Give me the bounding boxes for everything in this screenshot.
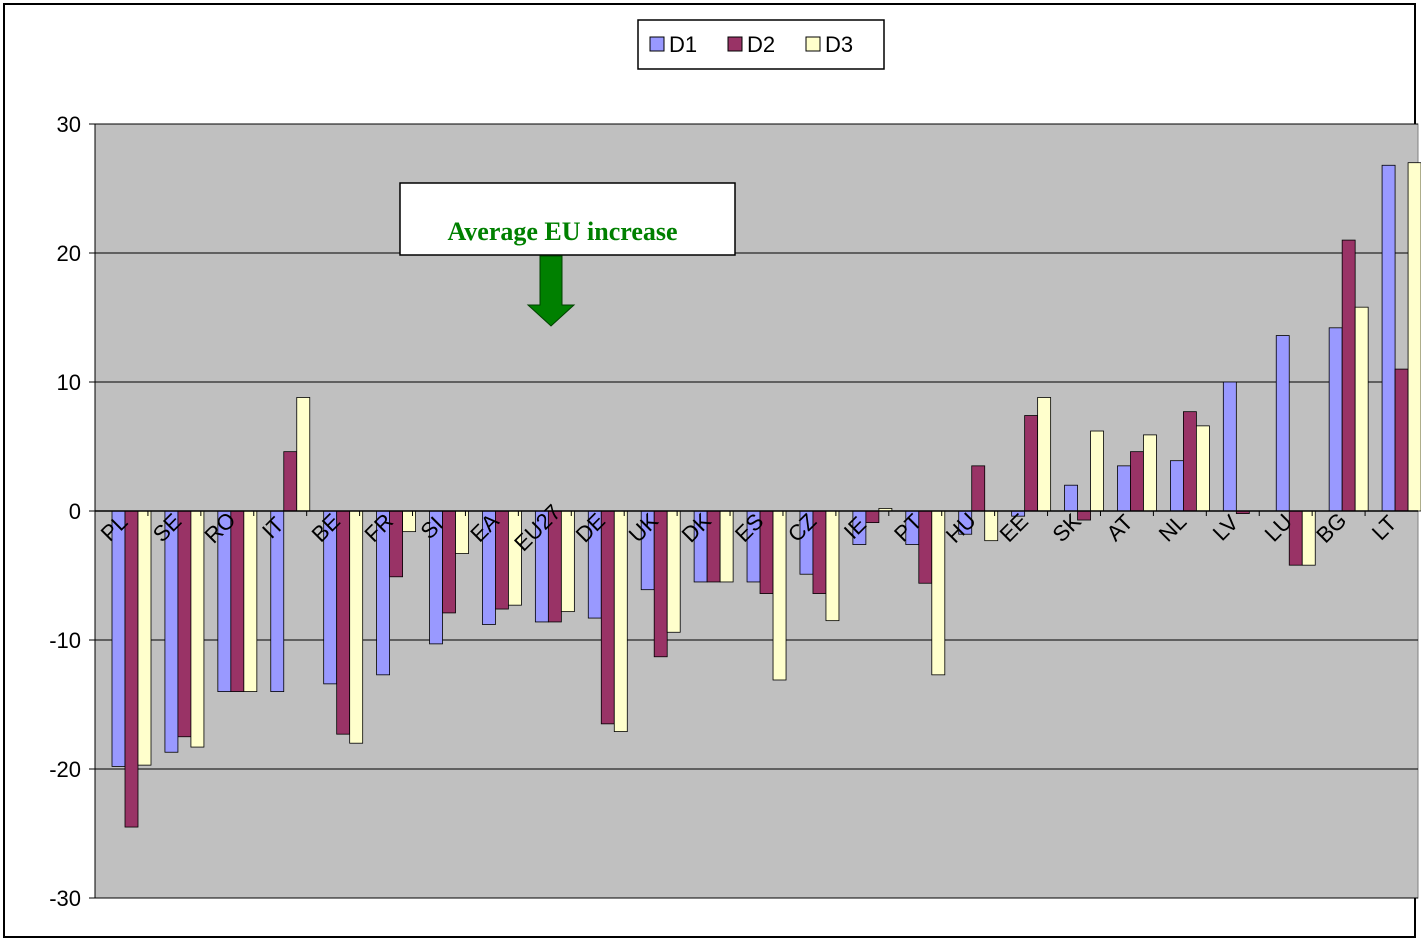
bar-d3 [931, 510, 946, 676]
bar-d3 [1354, 306, 1369, 512]
y-tick-label: -20 [49, 757, 81, 782]
bar-d2 [283, 451, 298, 512]
bar-d3 [1037, 397, 1052, 512]
bar-d1 [1170, 460, 1184, 512]
y-tick-label: 20 [57, 241, 81, 266]
bar-d2 [1341, 239, 1356, 512]
legend-box [637, 19, 885, 70]
bar-d3 [508, 510, 522, 606]
legend-swatch-d1 [649, 36, 665, 52]
bar-d2 [600, 510, 615, 725]
y-tick-label: -10 [49, 628, 81, 653]
bars [111, 162, 1421, 828]
bar-d1 [1117, 465, 1131, 512]
bar-d3 [1143, 434, 1157, 512]
bar-d3 [1301, 510, 1316, 566]
bar-d1 [1064, 484, 1078, 512]
bar-d3 [1090, 430, 1104, 512]
legend-label-d3: D3 [825, 32, 853, 57]
annotation: Average EU increase [399, 182, 736, 327]
bar-d1 [164, 510, 179, 753]
bar-d3 [560, 510, 575, 613]
bar-d2 [1130, 451, 1144, 512]
annotation-text: Average EU increase [447, 217, 677, 246]
bar-d3 [296, 397, 311, 512]
bar-d3 [1407, 162, 1421, 512]
bar-d3 [137, 510, 152, 766]
bar-d2 [865, 510, 880, 524]
bar-d2 [1288, 510, 1303, 566]
bar-d2 [1077, 510, 1091, 521]
bar-d3 [772, 510, 787, 681]
bar-d2 [177, 510, 192, 738]
bar-d2 [124, 510, 139, 828]
y-tick-label: 10 [57, 370, 81, 395]
bar-d1 [1328, 327, 1343, 512]
bar-d2 [1024, 415, 1039, 512]
bar-d3 [1196, 425, 1210, 512]
bar-d1 [1275, 335, 1290, 512]
bar-d2 [230, 510, 245, 693]
y-tick-label: 30 [57, 112, 81, 137]
down-arrow-icon [526, 255, 576, 327]
legend-label-d1: D1 [669, 32, 697, 57]
bar-d1 [1222, 381, 1237, 512]
legend-label-d2: D2 [747, 32, 775, 57]
bar-d3 [243, 510, 258, 693]
bar-d3 [190, 510, 205, 748]
bar-d3 [825, 510, 840, 622]
y-tick-label: -30 [49, 886, 81, 911]
bar-d3 [402, 510, 417, 533]
bar-d2 [653, 510, 668, 658]
bar-d3 [613, 510, 628, 732]
legend: D1 D2 D3 [637, 19, 885, 70]
bar-d3 [455, 510, 469, 554]
bar-d3 [984, 510, 999, 542]
bar-d1 [111, 510, 126, 767]
bar-d2 [971, 465, 986, 512]
bar-d2 [1394, 368, 1409, 512]
bar-d3 [719, 510, 734, 583]
legend-swatch-d2 [727, 36, 743, 52]
bar-d2 [1183, 411, 1197, 512]
axes [89, 123, 1418, 899]
bar-d3 [349, 510, 364, 744]
bar-d1 [1381, 164, 1396, 512]
bar-d2 [336, 510, 351, 735]
annotation-box [399, 182, 736, 256]
legend-swatch-d3 [805, 36, 821, 52]
y-tick-label: 0 [69, 499, 81, 524]
